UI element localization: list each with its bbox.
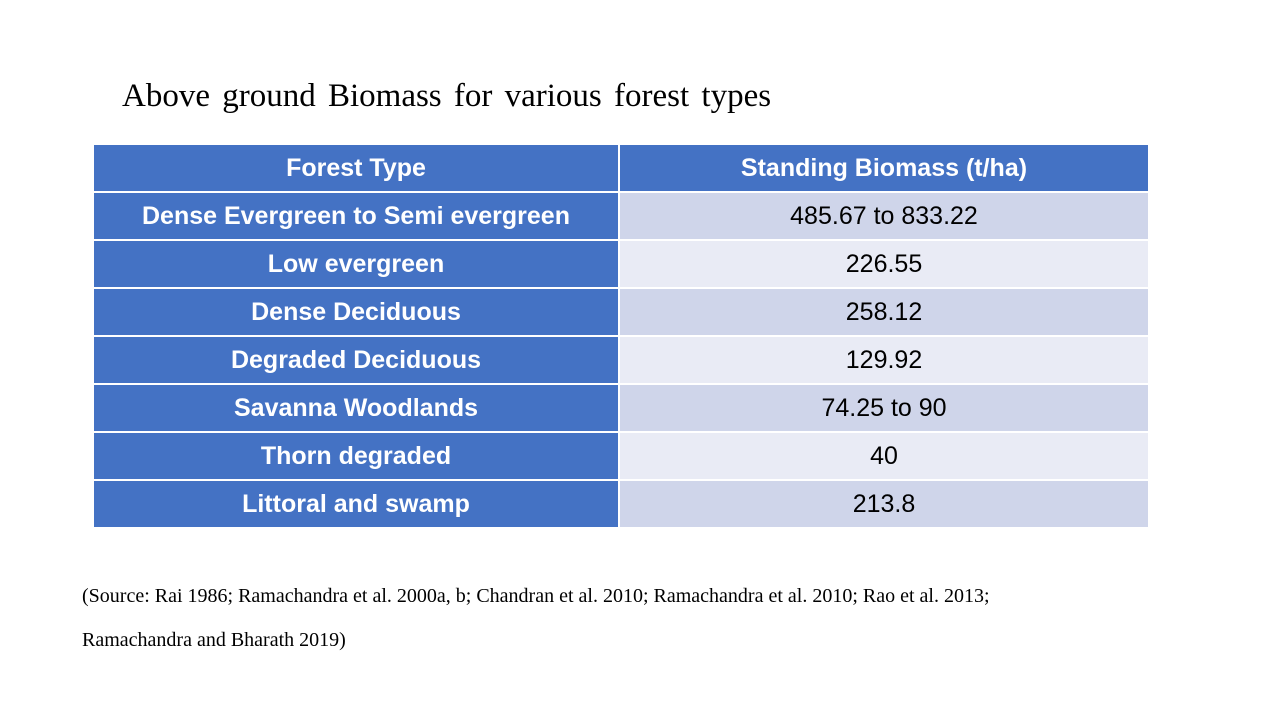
table-row: Low evergreen 226.55 — [92, 239, 1150, 289]
biomass-cell: 129.92 — [618, 335, 1150, 385]
table-row: Savanna Woodlands 74.25 to 90 — [92, 383, 1150, 433]
forest-type-cell: Littoral and swamp — [92, 479, 620, 529]
biomass-cell: 485.67 to 833.22 — [618, 191, 1150, 241]
biomass-cell: 258.12 — [618, 287, 1150, 337]
table-body: Dense Evergreen to Semi evergreen 485.67 … — [92, 191, 1150, 529]
biomass-cell: 213.8 — [618, 479, 1150, 529]
forest-type-cell: Dense Evergreen to Semi evergreen — [92, 191, 620, 241]
biomass-cell: 40 — [618, 431, 1150, 481]
header-cell: Standing Biomass (t/ha) — [618, 143, 1150, 193]
biomass-cell: 226.55 — [618, 239, 1150, 289]
forest-type-cell: Degraded Deciduous — [92, 335, 620, 385]
biomass-cell: 74.25 to 90 — [618, 383, 1150, 433]
table-row: Dense Evergreen to Semi evergreen 485.67 … — [92, 191, 1150, 241]
forest-type-cell: Thorn degraded — [92, 431, 620, 481]
source-line: (Source: Rai 1986; Ramachandra et al. 20… — [82, 585, 990, 607]
table-row: Thorn degraded 40 — [92, 431, 1150, 481]
header-row: Forest Type Standing Biomass (t/ha) — [92, 143, 1150, 193]
slide-title: Above ground Biomass for various forest … — [122, 78, 772, 114]
table-header: Forest Type Standing Biomass (t/ha) — [92, 143, 1150, 193]
table-row: Dense Deciduous 258.12 — [92, 287, 1150, 337]
header-cell: Forest Type — [92, 143, 620, 193]
table-row: Littoral and swamp 213.8 — [92, 479, 1150, 529]
biomass-table: Forest Type Standing Biomass (t/ha) Dense… — [92, 143, 1150, 529]
forest-type-cell: Dense Deciduous — [92, 287, 620, 337]
forest-type-cell: Low evergreen — [92, 239, 620, 289]
source-line: Ramachandra and Bharath 2019) — [82, 629, 346, 651]
forest-type-cell: Savanna Woodlands — [92, 383, 620, 433]
table-row: Degraded Deciduous 129.92 — [92, 335, 1150, 385]
source-note: (Source: Rai 1986; Ramachandra et al. 20… — [82, 574, 990, 662]
